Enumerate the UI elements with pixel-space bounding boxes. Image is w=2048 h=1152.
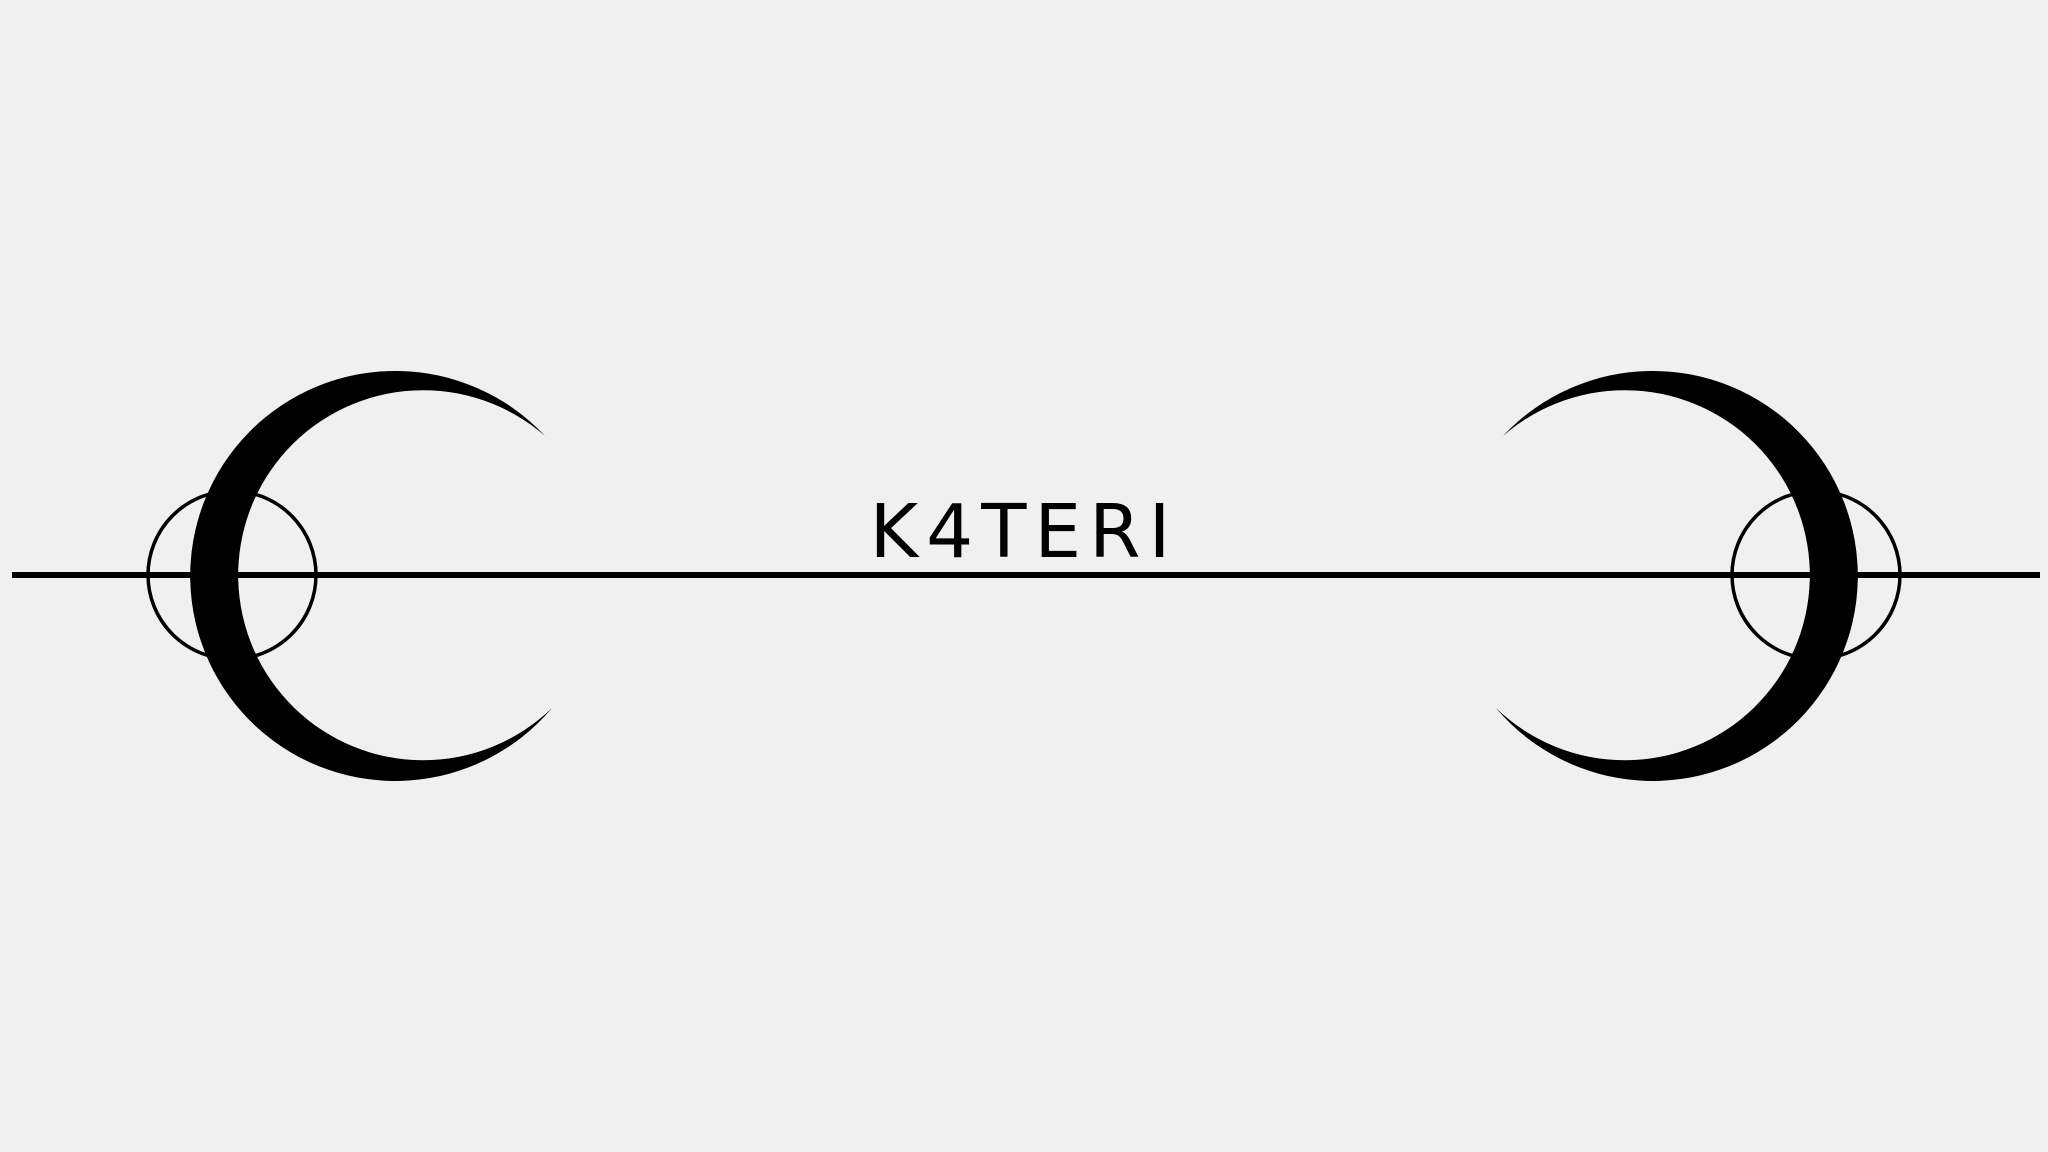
left-crescent-ornament	[146, 370, 552, 781]
right-crescent-ornament	[1496, 370, 1902, 781]
brand-wordmark: K4TERI	[870, 489, 1179, 575]
right-crescent-moon-icon	[1496, 370, 1858, 781]
left-crescent-moon-icon	[190, 370, 552, 781]
